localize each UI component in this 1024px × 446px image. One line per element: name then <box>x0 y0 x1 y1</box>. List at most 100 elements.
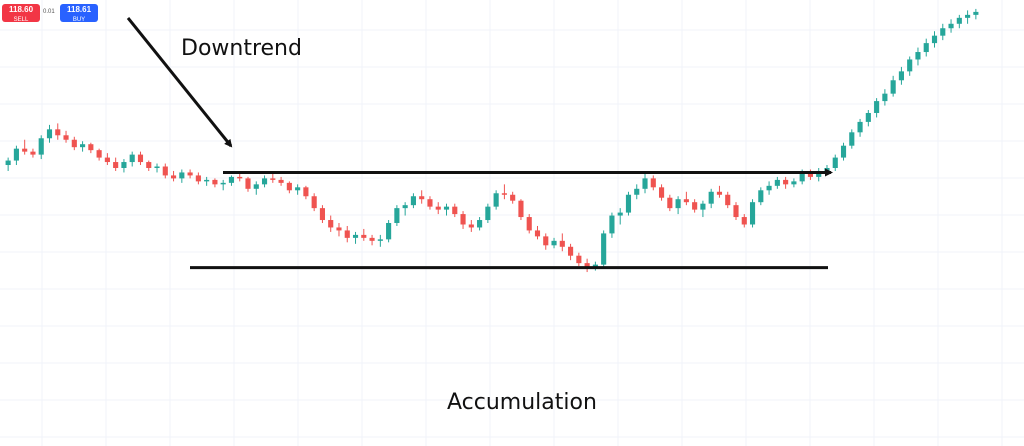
candle <box>857 118 863 137</box>
candle <box>716 185 723 198</box>
candle <box>369 234 375 246</box>
candle-body <box>543 236 549 246</box>
candle-body <box>187 172 193 176</box>
candle-body <box>295 187 301 191</box>
candle <box>129 151 135 167</box>
candle <box>13 145 19 166</box>
candle-body <box>113 162 119 168</box>
candle-body <box>121 162 127 168</box>
candle-body <box>568 246 574 256</box>
candle <box>443 203 450 216</box>
candle-body <box>410 196 416 206</box>
candle <box>882 89 888 106</box>
candle <box>237 173 243 182</box>
candle-body <box>923 43 929 53</box>
candle <box>55 123 61 140</box>
candle-body <box>228 176 235 183</box>
candle <box>311 193 317 212</box>
candle-body <box>220 182 226 185</box>
candle <box>212 178 218 188</box>
candle-body <box>96 150 102 158</box>
candle-body <box>212 179 218 185</box>
candle-body <box>179 172 185 179</box>
candle <box>865 110 871 127</box>
candle-body <box>741 217 747 225</box>
candle <box>658 184 665 201</box>
spread-value: 0.01 <box>43 9 55 15</box>
candle <box>394 205 400 226</box>
candle-body <box>708 191 714 204</box>
candle-body <box>824 167 830 171</box>
candle-body <box>261 178 268 185</box>
candle-body <box>245 178 251 189</box>
candle-body <box>898 71 904 81</box>
candle <box>344 225 350 243</box>
candle-body <box>518 200 524 218</box>
candle-body <box>667 197 673 209</box>
candle <box>336 223 342 237</box>
candle <box>96 148 102 161</box>
buy-button[interactable]: 118.61 BUY <box>60 4 98 23</box>
candle <box>22 139 28 155</box>
candle <box>419 190 425 204</box>
candle-body <box>725 194 731 206</box>
candle <box>973 8 979 20</box>
candle <box>113 157 119 171</box>
candle-body <box>799 172 805 182</box>
candle <box>170 170 177 182</box>
sell-price: 118.60 <box>8 5 34 14</box>
candle <box>907 56 913 76</box>
candle <box>584 258 590 273</box>
candle-body <box>907 59 913 72</box>
candle <box>386 220 392 243</box>
candle-body <box>30 151 36 155</box>
candle <box>452 203 458 218</box>
candle-body <box>22 148 28 152</box>
candle-body <box>783 179 789 185</box>
candle-series <box>5 8 979 273</box>
candle <box>625 191 632 216</box>
candle <box>71 136 77 151</box>
candle-body <box>13 148 19 161</box>
candle <box>261 175 268 188</box>
candle-body <box>965 14 971 18</box>
candle <box>46 124 53 143</box>
candle <box>931 31 938 48</box>
candle-body <box>840 145 847 158</box>
candle-body <box>394 208 400 223</box>
candle <box>319 205 326 223</box>
candle-body <box>63 135 69 140</box>
candle-body <box>88 144 94 151</box>
candle-body <box>766 185 772 191</box>
candle-body <box>493 193 499 207</box>
candle <box>890 75 896 97</box>
candle-body <box>849 132 855 146</box>
candle-body <box>419 196 425 200</box>
candle <box>741 214 747 228</box>
candle <box>874 98 880 118</box>
candle <box>650 175 656 191</box>
candle <box>435 202 441 215</box>
candle <box>559 233 565 252</box>
candle-body <box>237 176 243 179</box>
candle-body <box>154 166 160 168</box>
candle <box>708 188 714 209</box>
candle <box>121 159 127 173</box>
candle <box>840 142 847 161</box>
candle <box>832 154 838 171</box>
sell-button[interactable]: 118.60 SELL <box>2 4 40 23</box>
candle-body <box>576 255 582 264</box>
candle <box>948 19 954 33</box>
candle-body <box>5 160 11 166</box>
candle-body <box>675 199 681 209</box>
candle-body <box>807 172 814 177</box>
candle <box>965 10 971 24</box>
annotation-lines <box>126 17 833 270</box>
candle <box>460 211 466 229</box>
candle-body <box>427 199 433 207</box>
candle-body <box>915 52 921 60</box>
candle-body <box>700 203 706 210</box>
candle-body <box>137 154 144 163</box>
